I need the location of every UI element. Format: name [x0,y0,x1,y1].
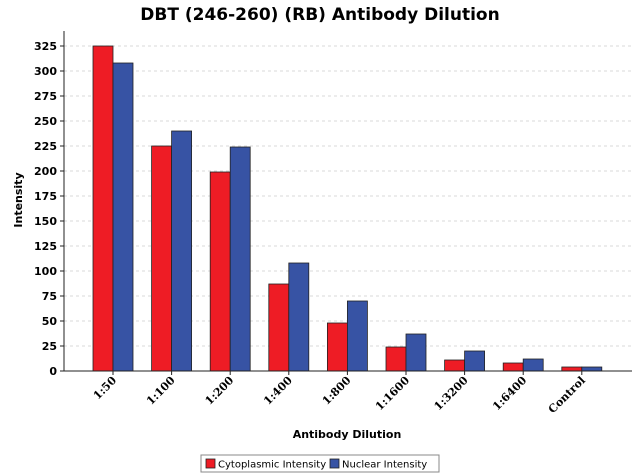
bar-cytoplasmic-3 [268,283,290,372]
y-tick-label: 225 [34,140,57,153]
legend-swatch-cytoplasmic [205,458,216,469]
bar-nuclear-4 [346,300,368,372]
y-tick-label: 0 [49,365,57,378]
x-tick-label: 1:6400 [490,374,529,413]
bar-nuclear-8 [581,366,603,372]
bars [92,45,603,372]
x-axis-label: Antibody Dilution [293,428,402,441]
y-tick-label: 175 [34,190,57,203]
bar-cytoplasmic-4 [326,322,348,372]
bar-nuclear-2 [229,146,251,372]
legend-swatch-nuclear [329,458,340,469]
x-tick-label: 1:400 [261,374,295,408]
y-tick-label: 125 [34,240,57,253]
x-tick-label: 1:800 [320,374,354,408]
y-tick-label: 250 [34,115,57,128]
y-tick-label: 25 [42,340,57,353]
x-tick-label: 1:100 [144,374,178,408]
x-tick-label: Control [546,374,588,416]
bar-nuclear-0 [112,62,134,372]
y-axis-ticks: 0 25 50 75 100 125 150 175 200 225 250 275 300 325 [34,40,64,378]
bar-cytoplasmic-1 [151,145,173,372]
y-tick-label: 150 [34,215,57,228]
y-tick-label: 50 [42,315,58,328]
bar-nuclear-1 [171,130,193,372]
bar-cytoplasmic-0 [92,45,114,372]
bar-cytoplasmic-2 [209,171,231,372]
chart-title: DBT (246-260) (RB) Antibody Dilution [140,5,499,25]
axes [63,31,632,372]
bar-nuclear-6 [464,350,486,372]
legend: Cytoplasmic Intensity Nuclear Intensity [200,454,440,473]
y-tick-label: 300 [34,65,57,78]
legend-label-nuclear: Nuclear Intensity [342,460,427,471]
legend-box [200,454,440,473]
y-tick-label: 325 [34,40,57,53]
bar-cytoplasmic-7 [502,362,524,372]
x-tick-label: 1:3200 [432,374,471,413]
y-tick-label: 275 [34,90,57,103]
bar-nuclear-3 [288,262,310,372]
bar-cytoplasmic-6 [444,359,466,372]
y-tick-label: 200 [34,165,57,178]
x-tick-label: 1:200 [203,374,237,408]
bar-cytoplasmic-5 [385,346,407,372]
x-tick-label: 1:1600 [373,374,412,413]
y-tick-label: 100 [34,265,57,278]
legend-label-cytoplasmic: Cytoplasmic Intensity [218,460,326,471]
x-tick-label: 1:50 [91,374,120,403]
bar-cytoplasmic-8 [561,366,583,372]
x-axis-ticks: 1:50 1:100 1:200 1:400 1:800 1:1600 1:3200 1:64… [91,371,588,416]
y-tick-label: 75 [42,290,57,303]
y-axis-label: Intensity [12,172,25,227]
bar-nuclear-5 [405,333,427,372]
bar-nuclear-7 [522,358,544,372]
